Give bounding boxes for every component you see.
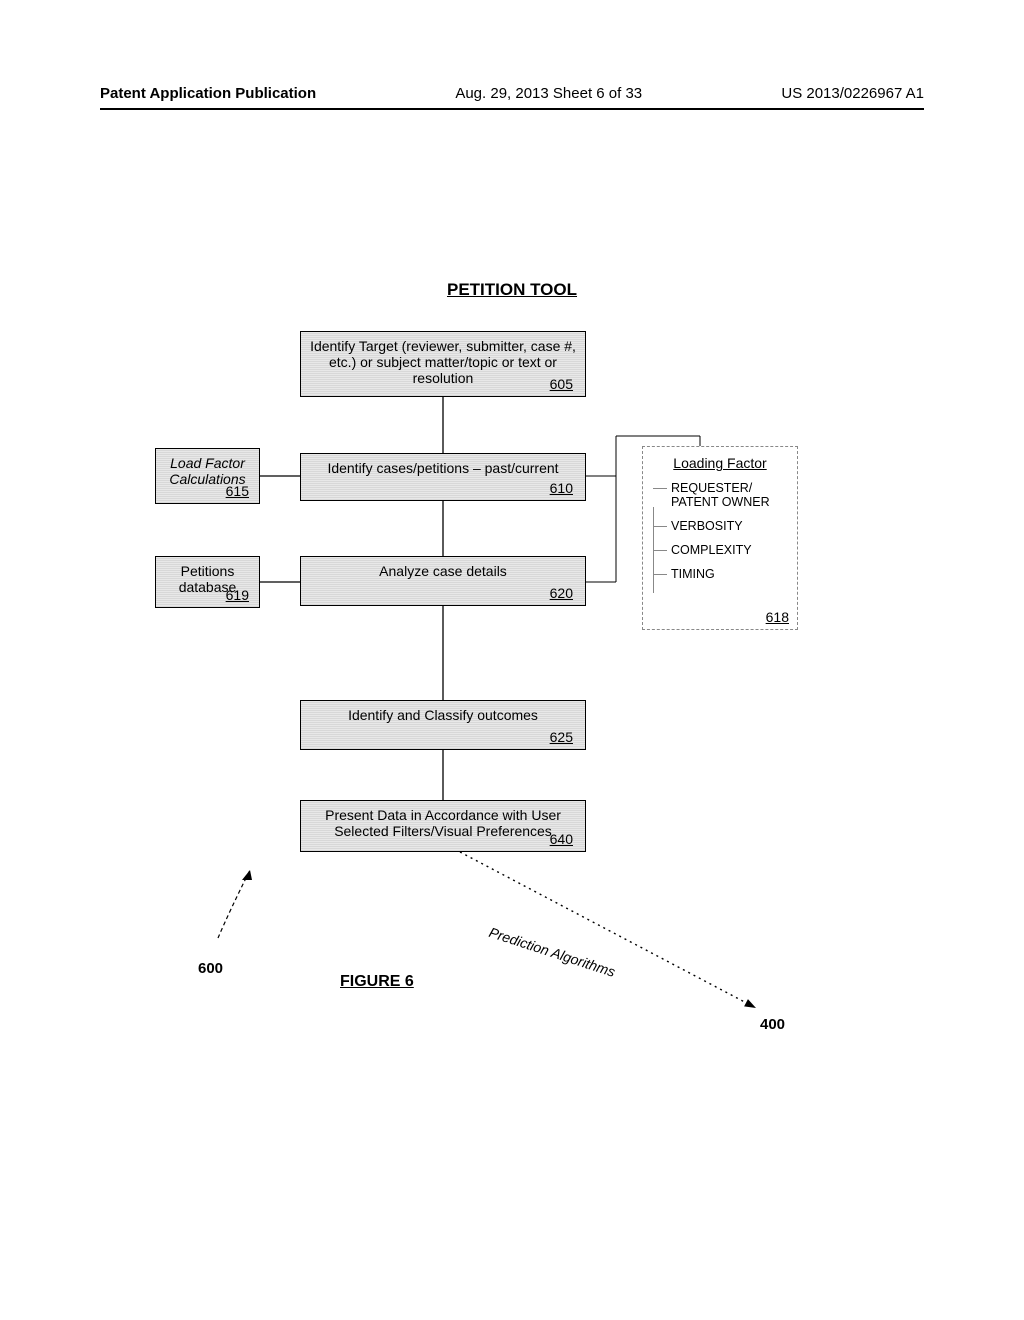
box-ref: 620 [550, 585, 573, 601]
header-rule [100, 108, 924, 110]
box-analyze-details: Analyze case details 620 [300, 556, 586, 606]
box-ref: 625 [550, 729, 573, 745]
box-classify-outcomes: Identify and Classify outcomes 625 [300, 700, 586, 750]
box-present-data: Present Data in Accordance with User Sel… [300, 800, 586, 852]
lf-ref: 618 [766, 609, 789, 625]
lf-item: COMPLEXITY [671, 543, 791, 557]
figure-label: FIGURE 6 [340, 973, 414, 991]
box-ref: 615 [226, 483, 249, 499]
box-load-factor-calc: Load Factor Calculations 615 [155, 448, 260, 504]
box-ref: 619 [226, 587, 249, 603]
ref-400: 400 [760, 1016, 785, 1033]
box-text: Analyze case details [379, 563, 507, 579]
box-ref: 605 [550, 376, 573, 392]
ref-600: 600 [198, 960, 223, 977]
lf-item: TIMING [671, 567, 791, 581]
header-right: US 2013/0226967 A1 [781, 85, 924, 102]
box-text: Identify and Classify outcomes [348, 707, 538, 723]
connector-layer [0, 0, 1024, 1320]
box-ref: 610 [550, 480, 573, 496]
page-header: Patent Application Publication Aug. 29, … [100, 85, 924, 102]
header-left: Patent Application Publication [100, 85, 316, 102]
diagram-title: PETITION TOOL [0, 280, 1024, 300]
loading-factor-panel: Loading Factor REQUESTER/ PATENT OWNER V… [642, 446, 798, 630]
loading-factor-title: Loading Factor [649, 455, 791, 471]
box-petitions-db: Petitions database 619 [155, 556, 260, 608]
box-ref: 640 [550, 831, 573, 847]
prediction-algorithms-label: Prediction Algorithms [487, 924, 617, 980]
box-identify-cases: Identify cases/petitions – past/current … [300, 453, 586, 501]
box-text: Present Data in Accordance with User Sel… [325, 807, 561, 839]
header-center: Aug. 29, 2013 Sheet 6 of 33 [455, 85, 642, 102]
lf-item: VERBOSITY [671, 519, 791, 533]
box-identify-target: Identify Target (reviewer, submitter, ca… [300, 331, 586, 397]
box-text: Identify cases/petitions – past/current [327, 460, 558, 476]
box-text: Identify Target (reviewer, submitter, ca… [310, 338, 576, 386]
lf-item: REQUESTER/ PATENT OWNER [671, 481, 791, 509]
